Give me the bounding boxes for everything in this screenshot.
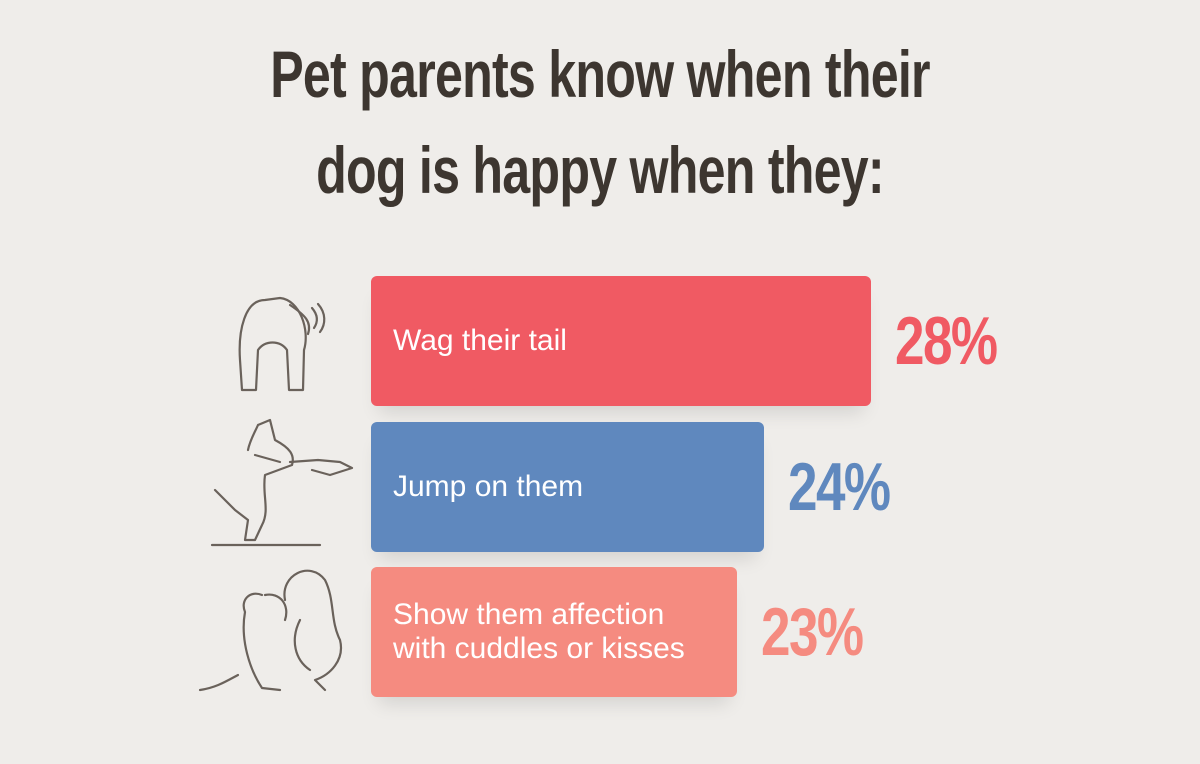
value-label: 28% (895, 303, 998, 379)
value-label: 24% (787, 448, 891, 525)
chart-title: Pet parents know when their dog is happy… (270, 37, 930, 207)
dog-tail-icon (238, 296, 326, 392)
title-wrap: Pet parents know when their dog is happy… (0, 26, 1200, 218)
bar: Wag their tail (371, 276, 872, 406)
value-label: 23% (761, 594, 864, 670)
category-label: Wag their tail (393, 324, 567, 357)
bar: Jump on them (371, 421, 764, 552)
bar: Show them affection with cuddles or kiss… (371, 567, 738, 697)
hug-icon (198, 569, 343, 692)
category-label: Show them affection with cuddles or kiss… (393, 598, 685, 665)
category-label: Jump on them (393, 469, 584, 503)
dog-jump-icon (210, 418, 354, 547)
